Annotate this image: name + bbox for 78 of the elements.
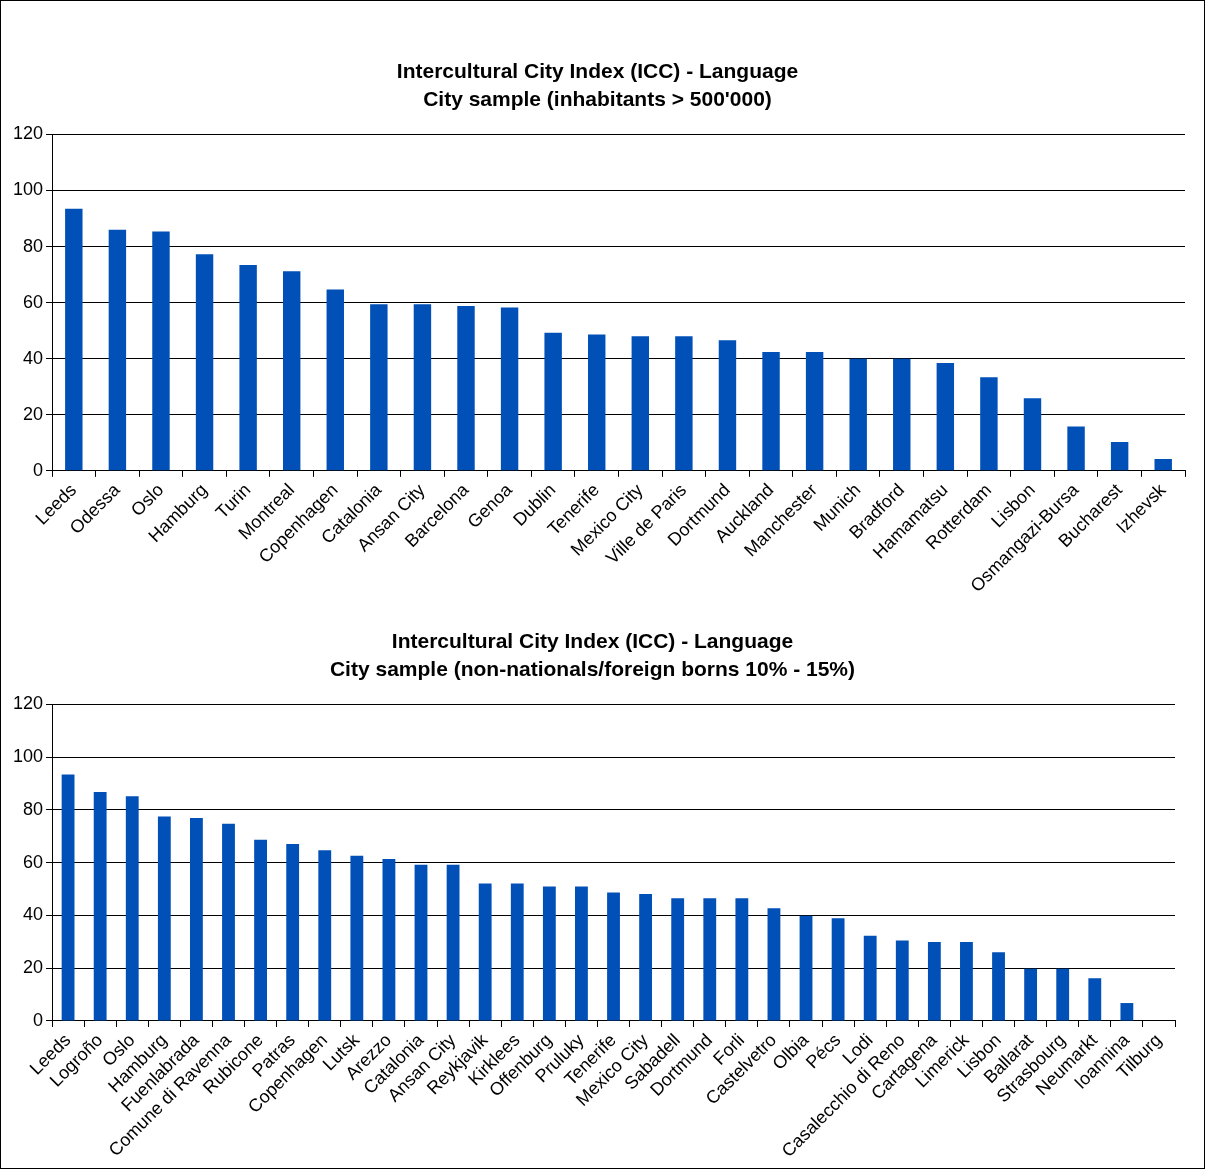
bar xyxy=(544,332,562,471)
y-tick-label: 120 xyxy=(12,123,44,144)
bar xyxy=(631,336,650,471)
bar xyxy=(703,898,717,1021)
bar xyxy=(370,304,388,471)
bar xyxy=(93,791,107,1021)
bar xyxy=(500,307,519,471)
y-tick-label: 80 xyxy=(23,235,44,256)
bar xyxy=(1088,978,1102,1021)
bar xyxy=(542,886,556,1021)
bar xyxy=(980,377,998,471)
bar xyxy=(863,935,877,1021)
bar xyxy=(108,229,127,471)
bar xyxy=(671,898,685,1021)
y-tick-label: 20 xyxy=(23,403,44,424)
bar xyxy=(254,839,267,1021)
bar xyxy=(799,915,813,1021)
bar xyxy=(190,818,203,1021)
bar xyxy=(1023,398,1042,471)
bar xyxy=(735,898,749,1021)
chart-subtitle: City sample (inhabitants > 500'000) xyxy=(423,86,772,110)
bar xyxy=(607,892,620,1021)
bar xyxy=(893,358,911,471)
bar xyxy=(239,265,257,471)
bar xyxy=(318,850,332,1021)
bar xyxy=(639,894,653,1021)
bar xyxy=(936,362,955,471)
bar xyxy=(1056,968,1070,1021)
bar xyxy=(927,942,941,1021)
bar xyxy=(992,952,1005,1021)
bar xyxy=(195,254,214,471)
y-tick-label: 20 xyxy=(23,957,44,978)
y-tick-label: 40 xyxy=(23,347,44,368)
bar xyxy=(152,231,170,471)
bar xyxy=(457,306,475,471)
bar xyxy=(61,774,75,1021)
bar xyxy=(1024,968,1038,1021)
y-tick-label: 60 xyxy=(23,291,44,312)
bar xyxy=(478,883,492,1021)
bar xyxy=(575,886,588,1021)
bar xyxy=(414,864,428,1021)
bar xyxy=(446,864,460,1021)
bar xyxy=(960,942,973,1021)
bar xyxy=(286,843,300,1021)
y-tick-label: 100 xyxy=(12,746,44,767)
bar xyxy=(805,351,824,471)
y-tick-label: 60 xyxy=(23,851,44,872)
bar xyxy=(157,816,171,1021)
chart-subtitle: City sample (non-nationals/foreign borns 10% - 15%) xyxy=(329,656,856,680)
y-tick-label: 100 xyxy=(12,179,44,200)
bar xyxy=(282,271,301,471)
bar xyxy=(125,796,139,1021)
chart-title: Intercultural City Index (ICC) - Language xyxy=(396,59,799,83)
y-tick-label: 40 xyxy=(23,904,44,925)
bar xyxy=(1120,1003,1134,1021)
y-tick-label: 120 xyxy=(12,693,44,714)
bar xyxy=(1067,426,1085,471)
bar xyxy=(831,918,845,1021)
bar xyxy=(895,940,909,1021)
bar xyxy=(588,334,606,471)
y-tick-label: 80 xyxy=(23,798,44,819)
bar xyxy=(510,883,524,1021)
bar xyxy=(675,336,693,471)
y-tick-label: 0 xyxy=(33,1009,44,1030)
bar xyxy=(1110,441,1129,471)
bar xyxy=(222,823,235,1021)
bar xyxy=(382,859,396,1021)
bar xyxy=(718,340,737,471)
bar xyxy=(767,908,781,1021)
bar xyxy=(413,304,432,471)
bar xyxy=(1154,459,1172,471)
bar xyxy=(762,351,780,471)
bar xyxy=(350,855,364,1021)
chart-title: Intercultural City Index (ICC) - Language xyxy=(391,629,794,653)
bar xyxy=(849,358,867,471)
bar xyxy=(65,208,83,471)
y-tick-label: 0 xyxy=(33,459,44,480)
bar xyxy=(326,289,344,471)
